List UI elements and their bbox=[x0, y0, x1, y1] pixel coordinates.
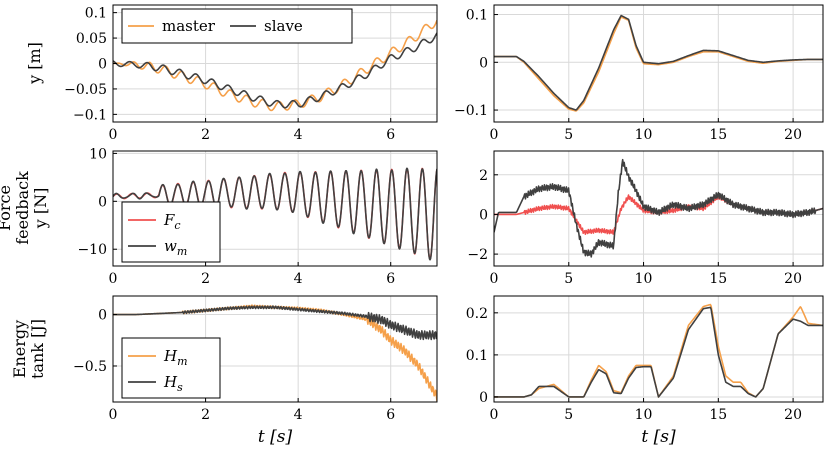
x-tick-label: 5 bbox=[564, 407, 573, 423]
legend: master slave bbox=[121, 8, 353, 44]
y-tick-label: 0.1 bbox=[466, 8, 488, 24]
series-line-master bbox=[113, 19, 437, 112]
legend-label: master bbox=[162, 17, 216, 35]
panel-top-left: 0 2 4 6 0.1 0.05 0 −0.05 −0.1 master slave bbox=[64, 4, 438, 143]
y-tick-label: 0.1 bbox=[466, 348, 488, 364]
axes-frame bbox=[112, 295, 438, 403]
x-tick-label: 4 bbox=[294, 271, 303, 287]
x-tick-label: 15 bbox=[709, 127, 727, 143]
axes-frame bbox=[112, 150, 438, 267]
axes-frame bbox=[493, 295, 824, 403]
x-tick-label: 0 bbox=[490, 407, 499, 423]
x-tick-label: 10 bbox=[635, 271, 653, 287]
y-tick-label: −0.05 bbox=[64, 82, 107, 98]
x-tick-label: 6 bbox=[386, 407, 395, 423]
y-tick-label: −0.1 bbox=[454, 103, 488, 119]
y-tick-label: 10 bbox=[89, 146, 107, 162]
series-line-slave bbox=[113, 32, 437, 109]
panel-bottom-left: 0 2 4 6 0 −0.5 t [s] Hm Hs bbox=[73, 295, 438, 447]
legend: Hm Hs bbox=[121, 337, 221, 399]
x-tick-label: 0 bbox=[109, 127, 118, 143]
panel-bottom-right: 0 5 10 15 20 0.2 0.1 0 t [s] bbox=[466, 295, 824, 447]
x-tick-label: 0 bbox=[109, 407, 118, 423]
x-tick-label: 5 bbox=[564, 271, 573, 287]
x-tick-label: 2 bbox=[201, 127, 210, 143]
y-tick-label: 0 bbox=[98, 194, 107, 210]
series-group bbox=[494, 158, 823, 258]
legend-label: Hm bbox=[163, 347, 188, 368]
x-tick-label: 2 bbox=[201, 407, 210, 423]
legend: Fc wm bbox=[121, 201, 221, 263]
series-group bbox=[113, 19, 437, 112]
x-tick-label: 20 bbox=[784, 127, 802, 143]
x-tick-label: 6 bbox=[386, 271, 395, 287]
panel-top-right: 0 5 10 15 200.10−0.1 bbox=[454, 4, 824, 143]
x-tick-label: 20 bbox=[784, 407, 802, 423]
series-group bbox=[494, 14, 823, 112]
x-tick-label: 0 bbox=[109, 271, 118, 287]
legend-label: wm bbox=[164, 237, 187, 258]
y-tick-label: 0 bbox=[479, 390, 488, 406]
axes-frame bbox=[493, 150, 824, 267]
series-line-H_s bbox=[494, 306, 823, 398]
x-tick-label: 4 bbox=[294, 127, 303, 143]
legend-label: Fc bbox=[163, 211, 181, 232]
x-tick-label: 10 bbox=[635, 127, 653, 143]
row-label: Energytank [J] bbox=[10, 319, 47, 379]
series-group bbox=[113, 304, 437, 402]
series-line-w_m bbox=[113, 167, 437, 261]
legend-label: Hs bbox=[163, 373, 183, 394]
x-tick-label: 10 bbox=[635, 407, 653, 423]
legend-label: slave bbox=[264, 17, 303, 35]
x-tick-label: 20 bbox=[784, 271, 802, 287]
y-tick-label: 0.2 bbox=[466, 306, 488, 322]
series-group bbox=[113, 167, 437, 261]
y-tick-label: 0 bbox=[479, 55, 488, 71]
axes-frame bbox=[493, 4, 824, 123]
series-group bbox=[494, 303, 823, 398]
series-line-H_s bbox=[113, 305, 437, 341]
y-tick-label: 0 bbox=[98, 308, 107, 324]
x-tick-label: 2 bbox=[201, 271, 210, 287]
x-tick-label: 15 bbox=[709, 271, 727, 287]
x-tick-label: 5 bbox=[564, 127, 573, 143]
y-tick-label: 0.1 bbox=[85, 6, 107, 22]
y-tick-label: −10 bbox=[77, 242, 107, 258]
x-tick-label: 4 bbox=[294, 407, 303, 423]
series-line-slave bbox=[494, 14, 823, 111]
y-tick-label: 2 bbox=[479, 168, 488, 184]
y-tick-label: 0.05 bbox=[76, 31, 107, 47]
y-tick-label: 0 bbox=[98, 57, 107, 73]
series-line-w_m bbox=[494, 158, 823, 258]
x-axis-label: t [s] bbox=[641, 427, 676, 447]
x-tick-label: 6 bbox=[386, 127, 395, 143]
y-tick-label: −0.5 bbox=[73, 359, 107, 375]
y-tick-label: 0 bbox=[479, 207, 488, 223]
x-tick-label: 0 bbox=[490, 127, 499, 143]
y-tick-label: −0.1 bbox=[73, 107, 107, 123]
y-tick-label: −2 bbox=[467, 247, 488, 263]
row-label: Forcefeedbacky [N] bbox=[0, 171, 50, 245]
x-tick-label: 0 bbox=[490, 271, 499, 287]
x-tick-label: 15 bbox=[709, 407, 727, 423]
x-axis-label: t [s] bbox=[258, 427, 293, 447]
row-label: y [m] bbox=[25, 42, 44, 85]
